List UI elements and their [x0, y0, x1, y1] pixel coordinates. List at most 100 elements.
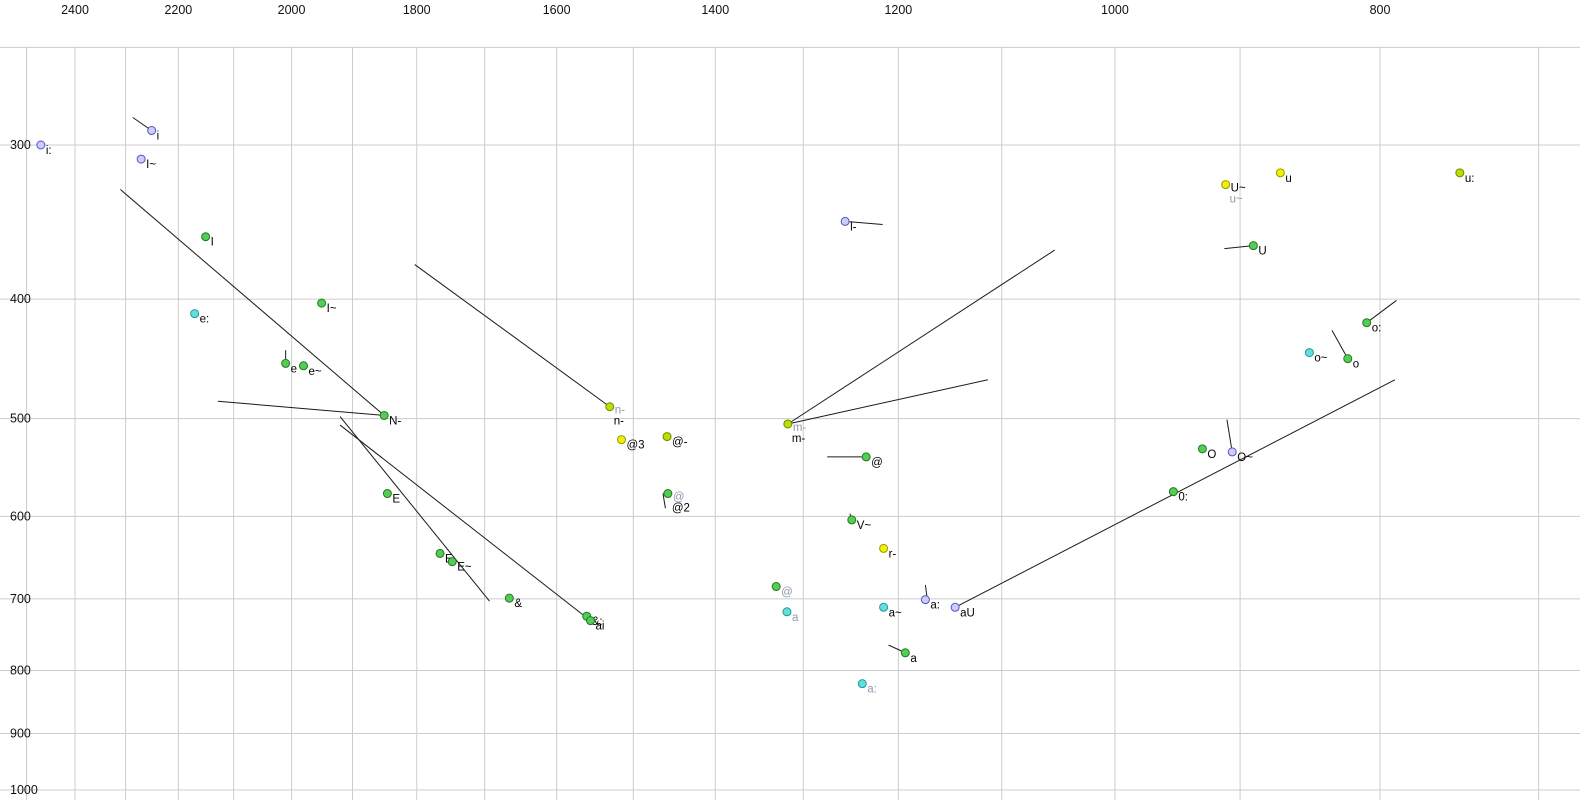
data-point-label: &	[514, 598, 522, 610]
data-point-label: e~	[309, 366, 322, 378]
data-point-label: I~	[327, 303, 337, 315]
data-point-label: a	[910, 653, 917, 665]
data-point	[605, 402, 615, 412]
data-point-label: e:	[200, 314, 210, 326]
data-point-label: O	[1207, 449, 1216, 461]
data-point-label: &:	[592, 616, 603, 628]
data-point	[317, 298, 327, 308]
data-point	[136, 154, 146, 164]
data-point-label: E~	[457, 562, 472, 574]
data-point-label: O~	[1237, 452, 1253, 464]
data-point	[1248, 241, 1258, 251]
y-axis-tick-label: 800	[10, 663, 31, 677]
data-point-label: @-	[672, 437, 688, 449]
data-point-label: V~	[857, 520, 872, 532]
connector-line	[1331, 330, 1349, 359]
data-point-label: ai	[596, 621, 605, 633]
data-point-label: a	[792, 612, 799, 624]
data-point	[447, 557, 457, 567]
data-point-label: @	[871, 457, 883, 469]
data-point-label: a~	[889, 607, 902, 619]
connector-line	[339, 424, 588, 619]
data-point-label: I	[211, 237, 214, 249]
connector-line	[662, 493, 666, 509]
data-point	[190, 309, 200, 319]
x-axis-tick-label: 1000	[1101, 3, 1129, 17]
data-point-label: o	[1353, 359, 1359, 371]
data-point-label-secondary: u~	[1230, 194, 1243, 206]
data-point	[1227, 447, 1237, 457]
data-point	[857, 679, 867, 689]
data-point-label: l-	[850, 221, 857, 233]
connector-line	[414, 264, 611, 408]
data-point-label: @	[781, 587, 793, 599]
data-point	[900, 648, 910, 658]
data-point	[586, 616, 596, 626]
data-point-label: n-	[615, 405, 625, 417]
data-point	[299, 361, 309, 371]
data-point-label: m-	[793, 422, 807, 434]
x-axis-tick-label: 1600	[543, 3, 571, 17]
data-point-label: U~	[1231, 183, 1246, 195]
data-point	[201, 232, 211, 242]
data-point	[879, 543, 889, 553]
data-point-label: E	[392, 494, 400, 506]
y-axis-tick-label: 500	[10, 412, 31, 426]
data-point-label: o:	[1372, 323, 1382, 335]
data-point	[616, 435, 626, 445]
data-point	[1221, 180, 1231, 190]
x-axis-tick-label: 2200	[164, 3, 192, 17]
data-point	[861, 452, 871, 462]
data-point	[920, 595, 930, 605]
y-axis-tick-label: 600	[10, 509, 31, 523]
data-point	[379, 410, 389, 420]
data-point	[504, 593, 514, 603]
data-point-label: @	[673, 492, 685, 504]
data-point-label-secondary: @2	[672, 503, 690, 515]
connector-line	[1226, 419, 1233, 452]
data-point	[435, 548, 445, 558]
connector-line	[120, 189, 385, 416]
data-point	[1168, 487, 1178, 497]
x-axis-tick-label: 800	[1370, 3, 1391, 17]
data-point-label: U	[1258, 246, 1266, 258]
x-axis-tick-label: 1200	[884, 3, 912, 17]
data-point	[281, 358, 291, 368]
data-point-label: N-	[389, 415, 401, 427]
data-point-label: @3	[626, 440, 644, 452]
connector-line	[787, 249, 1055, 425]
data-point-label: a:	[867, 684, 877, 696]
data-point	[382, 489, 392, 499]
data-point	[663, 489, 673, 499]
data-point-label: e	[291, 363, 297, 375]
data-point-label: i:	[46, 145, 52, 157]
data-point-label: r-	[889, 548, 897, 560]
data-point	[840, 216, 850, 226]
x-axis-tick-label: 1800	[403, 3, 431, 17]
data-point	[1362, 318, 1372, 328]
x-axis-tick-label: 2000	[278, 3, 306, 17]
connector-line	[1224, 245, 1254, 250]
data-point	[950, 602, 960, 612]
data-point-label: u:	[1465, 173, 1475, 185]
connector-line	[1366, 300, 1397, 324]
data-point	[1275, 168, 1285, 178]
y-axis-tick-label: 900	[10, 727, 31, 741]
data-point	[1197, 444, 1207, 454]
data-point	[36, 140, 46, 150]
data-point	[782, 607, 792, 617]
connector-line	[787, 379, 988, 425]
data-point	[1455, 168, 1465, 178]
x-axis-tick-label: 1400	[701, 3, 729, 17]
data-point	[147, 126, 157, 136]
data-point	[783, 419, 793, 429]
y-axis-tick-label: 1000	[10, 783, 38, 797]
data-point-label: u	[1285, 173, 1291, 185]
y-axis-tick-label: 300	[10, 138, 31, 152]
connector-line	[845, 220, 883, 226]
data-point-label: I~	[146, 159, 156, 171]
data-point	[1304, 348, 1314, 358]
data-point	[879, 602, 889, 612]
y-axis-tick-label: 700	[10, 592, 31, 606]
